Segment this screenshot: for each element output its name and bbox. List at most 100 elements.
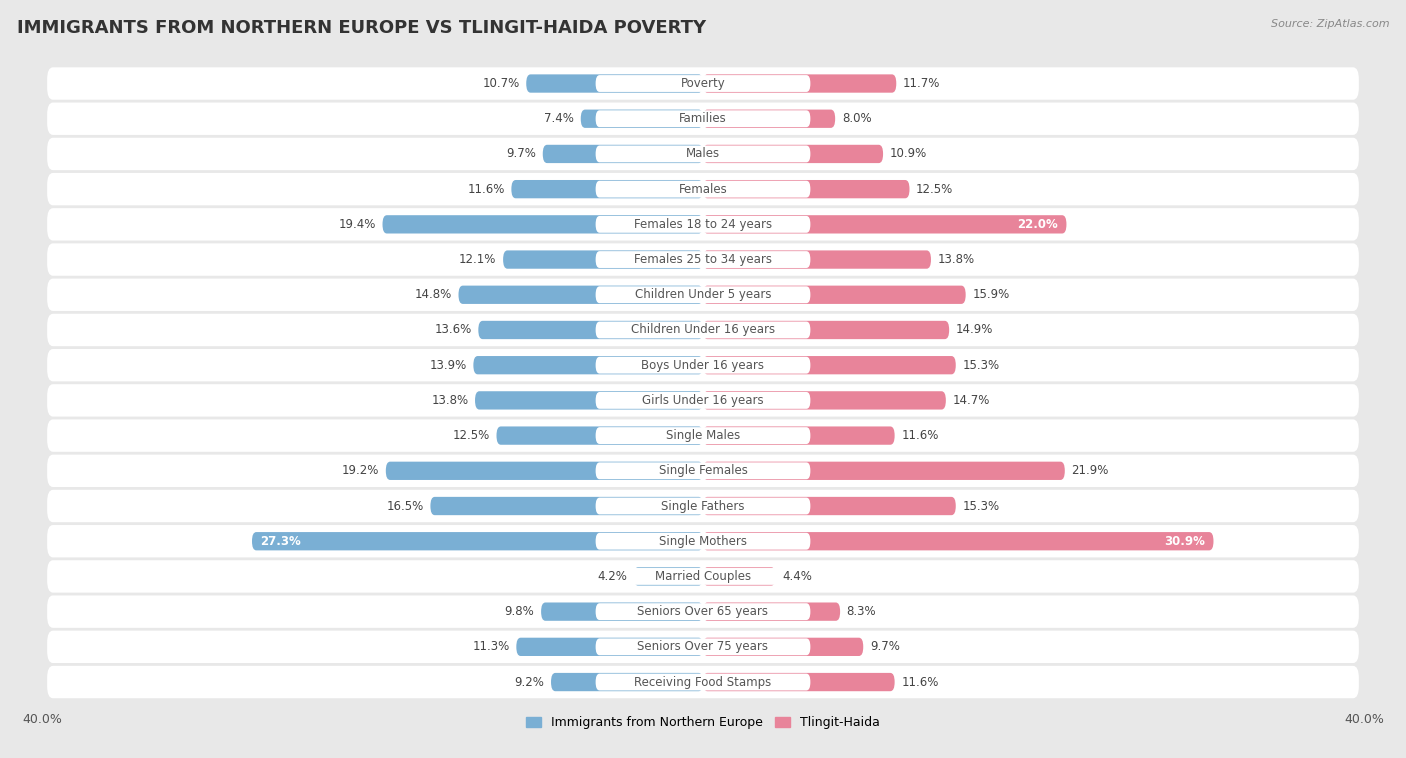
FancyBboxPatch shape [703, 532, 1213, 550]
FancyBboxPatch shape [48, 173, 1358, 205]
Text: Children Under 16 years: Children Under 16 years [631, 324, 775, 337]
FancyBboxPatch shape [48, 208, 1358, 240]
FancyBboxPatch shape [703, 250, 931, 269]
Text: Single Males: Single Males [666, 429, 740, 442]
Text: 10.7%: 10.7% [482, 77, 520, 90]
FancyBboxPatch shape [596, 357, 810, 374]
Text: Females 25 to 34 years: Females 25 to 34 years [634, 253, 772, 266]
FancyBboxPatch shape [703, 356, 956, 374]
Text: Males: Males [686, 148, 720, 161]
FancyBboxPatch shape [596, 533, 810, 550]
Text: 16.5%: 16.5% [387, 500, 423, 512]
FancyBboxPatch shape [596, 603, 810, 620]
Text: 15.3%: 15.3% [962, 500, 1000, 512]
Text: 22.0%: 22.0% [1018, 218, 1059, 231]
Text: 13.8%: 13.8% [938, 253, 974, 266]
FancyBboxPatch shape [581, 110, 703, 128]
FancyBboxPatch shape [48, 596, 1358, 628]
FancyBboxPatch shape [703, 673, 894, 691]
FancyBboxPatch shape [48, 384, 1358, 417]
FancyBboxPatch shape [48, 349, 1358, 381]
FancyBboxPatch shape [596, 146, 810, 162]
FancyBboxPatch shape [252, 532, 703, 550]
FancyBboxPatch shape [596, 321, 810, 338]
FancyBboxPatch shape [458, 286, 703, 304]
FancyBboxPatch shape [48, 279, 1358, 311]
Text: 13.8%: 13.8% [432, 394, 468, 407]
Text: 11.6%: 11.6% [467, 183, 505, 196]
FancyBboxPatch shape [703, 462, 1064, 480]
FancyBboxPatch shape [596, 392, 810, 409]
Text: Children Under 5 years: Children Under 5 years [634, 288, 772, 301]
FancyBboxPatch shape [48, 67, 1358, 100]
FancyBboxPatch shape [703, 145, 883, 163]
Text: Single Mothers: Single Mothers [659, 534, 747, 548]
Text: 9.7%: 9.7% [506, 148, 536, 161]
FancyBboxPatch shape [48, 314, 1358, 346]
FancyBboxPatch shape [703, 74, 896, 92]
FancyBboxPatch shape [48, 455, 1358, 487]
Text: 12.5%: 12.5% [453, 429, 489, 442]
Text: 14.8%: 14.8% [415, 288, 451, 301]
Text: Single Females: Single Females [658, 465, 748, 478]
FancyBboxPatch shape [703, 180, 910, 199]
Text: Single Fathers: Single Fathers [661, 500, 745, 512]
Text: 11.6%: 11.6% [901, 429, 939, 442]
Text: 11.7%: 11.7% [903, 77, 941, 90]
FancyBboxPatch shape [543, 145, 703, 163]
FancyBboxPatch shape [48, 419, 1358, 452]
FancyBboxPatch shape [596, 287, 810, 303]
Text: 7.4%: 7.4% [544, 112, 574, 125]
FancyBboxPatch shape [703, 215, 1066, 233]
Text: Poverty: Poverty [681, 77, 725, 90]
Text: Seniors Over 65 years: Seniors Over 65 years [637, 605, 769, 618]
Text: 8.0%: 8.0% [842, 112, 872, 125]
FancyBboxPatch shape [503, 250, 703, 269]
FancyBboxPatch shape [516, 637, 703, 656]
Text: 19.4%: 19.4% [339, 218, 375, 231]
Text: Married Couples: Married Couples [655, 570, 751, 583]
Text: Families: Families [679, 112, 727, 125]
FancyBboxPatch shape [596, 674, 810, 691]
FancyBboxPatch shape [596, 75, 810, 92]
FancyBboxPatch shape [703, 391, 946, 409]
Text: 11.3%: 11.3% [472, 641, 510, 653]
FancyBboxPatch shape [596, 111, 810, 127]
FancyBboxPatch shape [48, 490, 1358, 522]
FancyBboxPatch shape [703, 427, 894, 445]
Text: Seniors Over 75 years: Seniors Over 75 years [637, 641, 769, 653]
FancyBboxPatch shape [703, 110, 835, 128]
FancyBboxPatch shape [596, 497, 810, 515]
FancyBboxPatch shape [48, 560, 1358, 593]
Text: Boys Under 16 years: Boys Under 16 years [641, 359, 765, 371]
FancyBboxPatch shape [48, 631, 1358, 663]
FancyBboxPatch shape [541, 603, 703, 621]
FancyBboxPatch shape [475, 391, 703, 409]
FancyBboxPatch shape [478, 321, 703, 339]
FancyBboxPatch shape [703, 496, 956, 515]
FancyBboxPatch shape [703, 321, 949, 339]
FancyBboxPatch shape [385, 462, 703, 480]
FancyBboxPatch shape [596, 428, 810, 444]
Text: Receiving Food Stamps: Receiving Food Stamps [634, 675, 772, 688]
Text: IMMIGRANTS FROM NORTHERN EUROPE VS TLINGIT-HAIDA POVERTY: IMMIGRANTS FROM NORTHERN EUROPE VS TLING… [17, 19, 706, 37]
Text: 9.8%: 9.8% [505, 605, 534, 618]
Text: 14.9%: 14.9% [956, 324, 993, 337]
Text: 4.2%: 4.2% [598, 570, 627, 583]
FancyBboxPatch shape [703, 637, 863, 656]
FancyBboxPatch shape [496, 427, 703, 445]
Text: 12.1%: 12.1% [460, 253, 496, 266]
Text: 14.7%: 14.7% [952, 394, 990, 407]
Text: Source: ZipAtlas.com: Source: ZipAtlas.com [1271, 19, 1389, 29]
FancyBboxPatch shape [596, 216, 810, 233]
FancyBboxPatch shape [430, 496, 703, 515]
Text: Females: Females [679, 183, 727, 196]
Text: Females 18 to 24 years: Females 18 to 24 years [634, 218, 772, 231]
Text: 15.9%: 15.9% [973, 288, 1010, 301]
FancyBboxPatch shape [596, 251, 810, 268]
FancyBboxPatch shape [596, 568, 810, 585]
Text: 9.2%: 9.2% [515, 675, 544, 688]
FancyBboxPatch shape [512, 180, 703, 199]
Text: 13.9%: 13.9% [429, 359, 467, 371]
FancyBboxPatch shape [551, 673, 703, 691]
